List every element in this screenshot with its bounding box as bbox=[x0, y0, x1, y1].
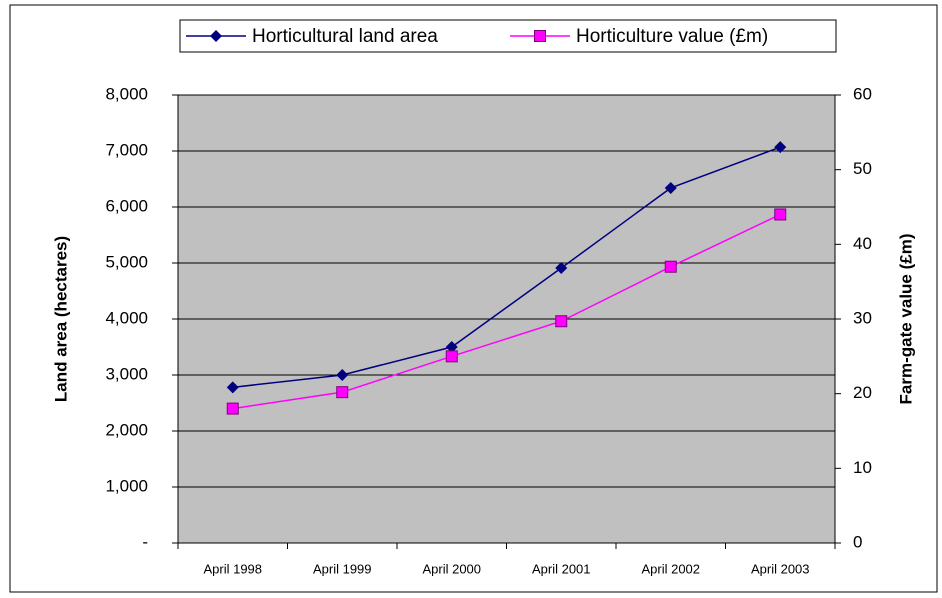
legend-marker bbox=[210, 30, 222, 42]
point-marker bbox=[555, 262, 568, 275]
legend-label: Horticultural land area bbox=[252, 26, 438, 47]
legend-label: Horticulture value (£m) bbox=[576, 26, 768, 47]
y-tick-label: 5,000 bbox=[105, 252, 148, 271]
x-tick-label: April 1998 bbox=[203, 561, 262, 576]
y-tick-label: 8,000 bbox=[105, 84, 148, 103]
point-marker bbox=[774, 208, 787, 221]
y-tick-label: 2,000 bbox=[105, 420, 148, 439]
series-line bbox=[232, 213, 781, 410]
y2-tick-label: 20 bbox=[853, 383, 872, 402]
y2-tick-label: 50 bbox=[853, 159, 872, 178]
x-tick-label: April 2003 bbox=[751, 561, 810, 576]
point-marker bbox=[226, 381, 239, 394]
y-tick-label: 1,000 bbox=[105, 476, 148, 495]
y-tick-label: 3,000 bbox=[105, 364, 148, 383]
y2-tick-label: 60 bbox=[853, 84, 872, 103]
y2-tick-label: 0 bbox=[853, 532, 862, 551]
x-tick-label: April 2001 bbox=[532, 561, 591, 576]
point-marker bbox=[336, 369, 349, 381]
point-marker bbox=[445, 350, 458, 363]
y-axis-label: Land area (hectares) bbox=[51, 236, 70, 402]
legend-box bbox=[179, 19, 837, 53]
y-tick-label: 6,000 bbox=[105, 196, 148, 215]
y-tick-label: 4,000 bbox=[105, 308, 148, 327]
x-tick-label: April 2000 bbox=[422, 561, 481, 576]
point-marker bbox=[664, 181, 677, 194]
point-marker bbox=[555, 315, 568, 328]
y2-tick-label: 10 bbox=[853, 458, 872, 477]
series-line bbox=[232, 146, 781, 389]
x-tick-label: April 1999 bbox=[313, 561, 372, 576]
y-tick-label: 7,000 bbox=[105, 140, 148, 159]
y-tick-label: - bbox=[142, 532, 148, 551]
y2-tick-label: 40 bbox=[853, 234, 872, 253]
point-marker bbox=[336, 386, 349, 399]
legend-marker bbox=[534, 30, 546, 42]
y2-axis-label: Farm-gate value (£m) bbox=[896, 234, 915, 405]
point-marker bbox=[774, 141, 787, 154]
x-tick-label: April 2002 bbox=[641, 561, 700, 576]
y2-tick-label: 30 bbox=[853, 308, 872, 327]
point-marker bbox=[445, 341, 458, 353]
point-marker bbox=[664, 260, 677, 273]
point-marker bbox=[226, 402, 239, 415]
